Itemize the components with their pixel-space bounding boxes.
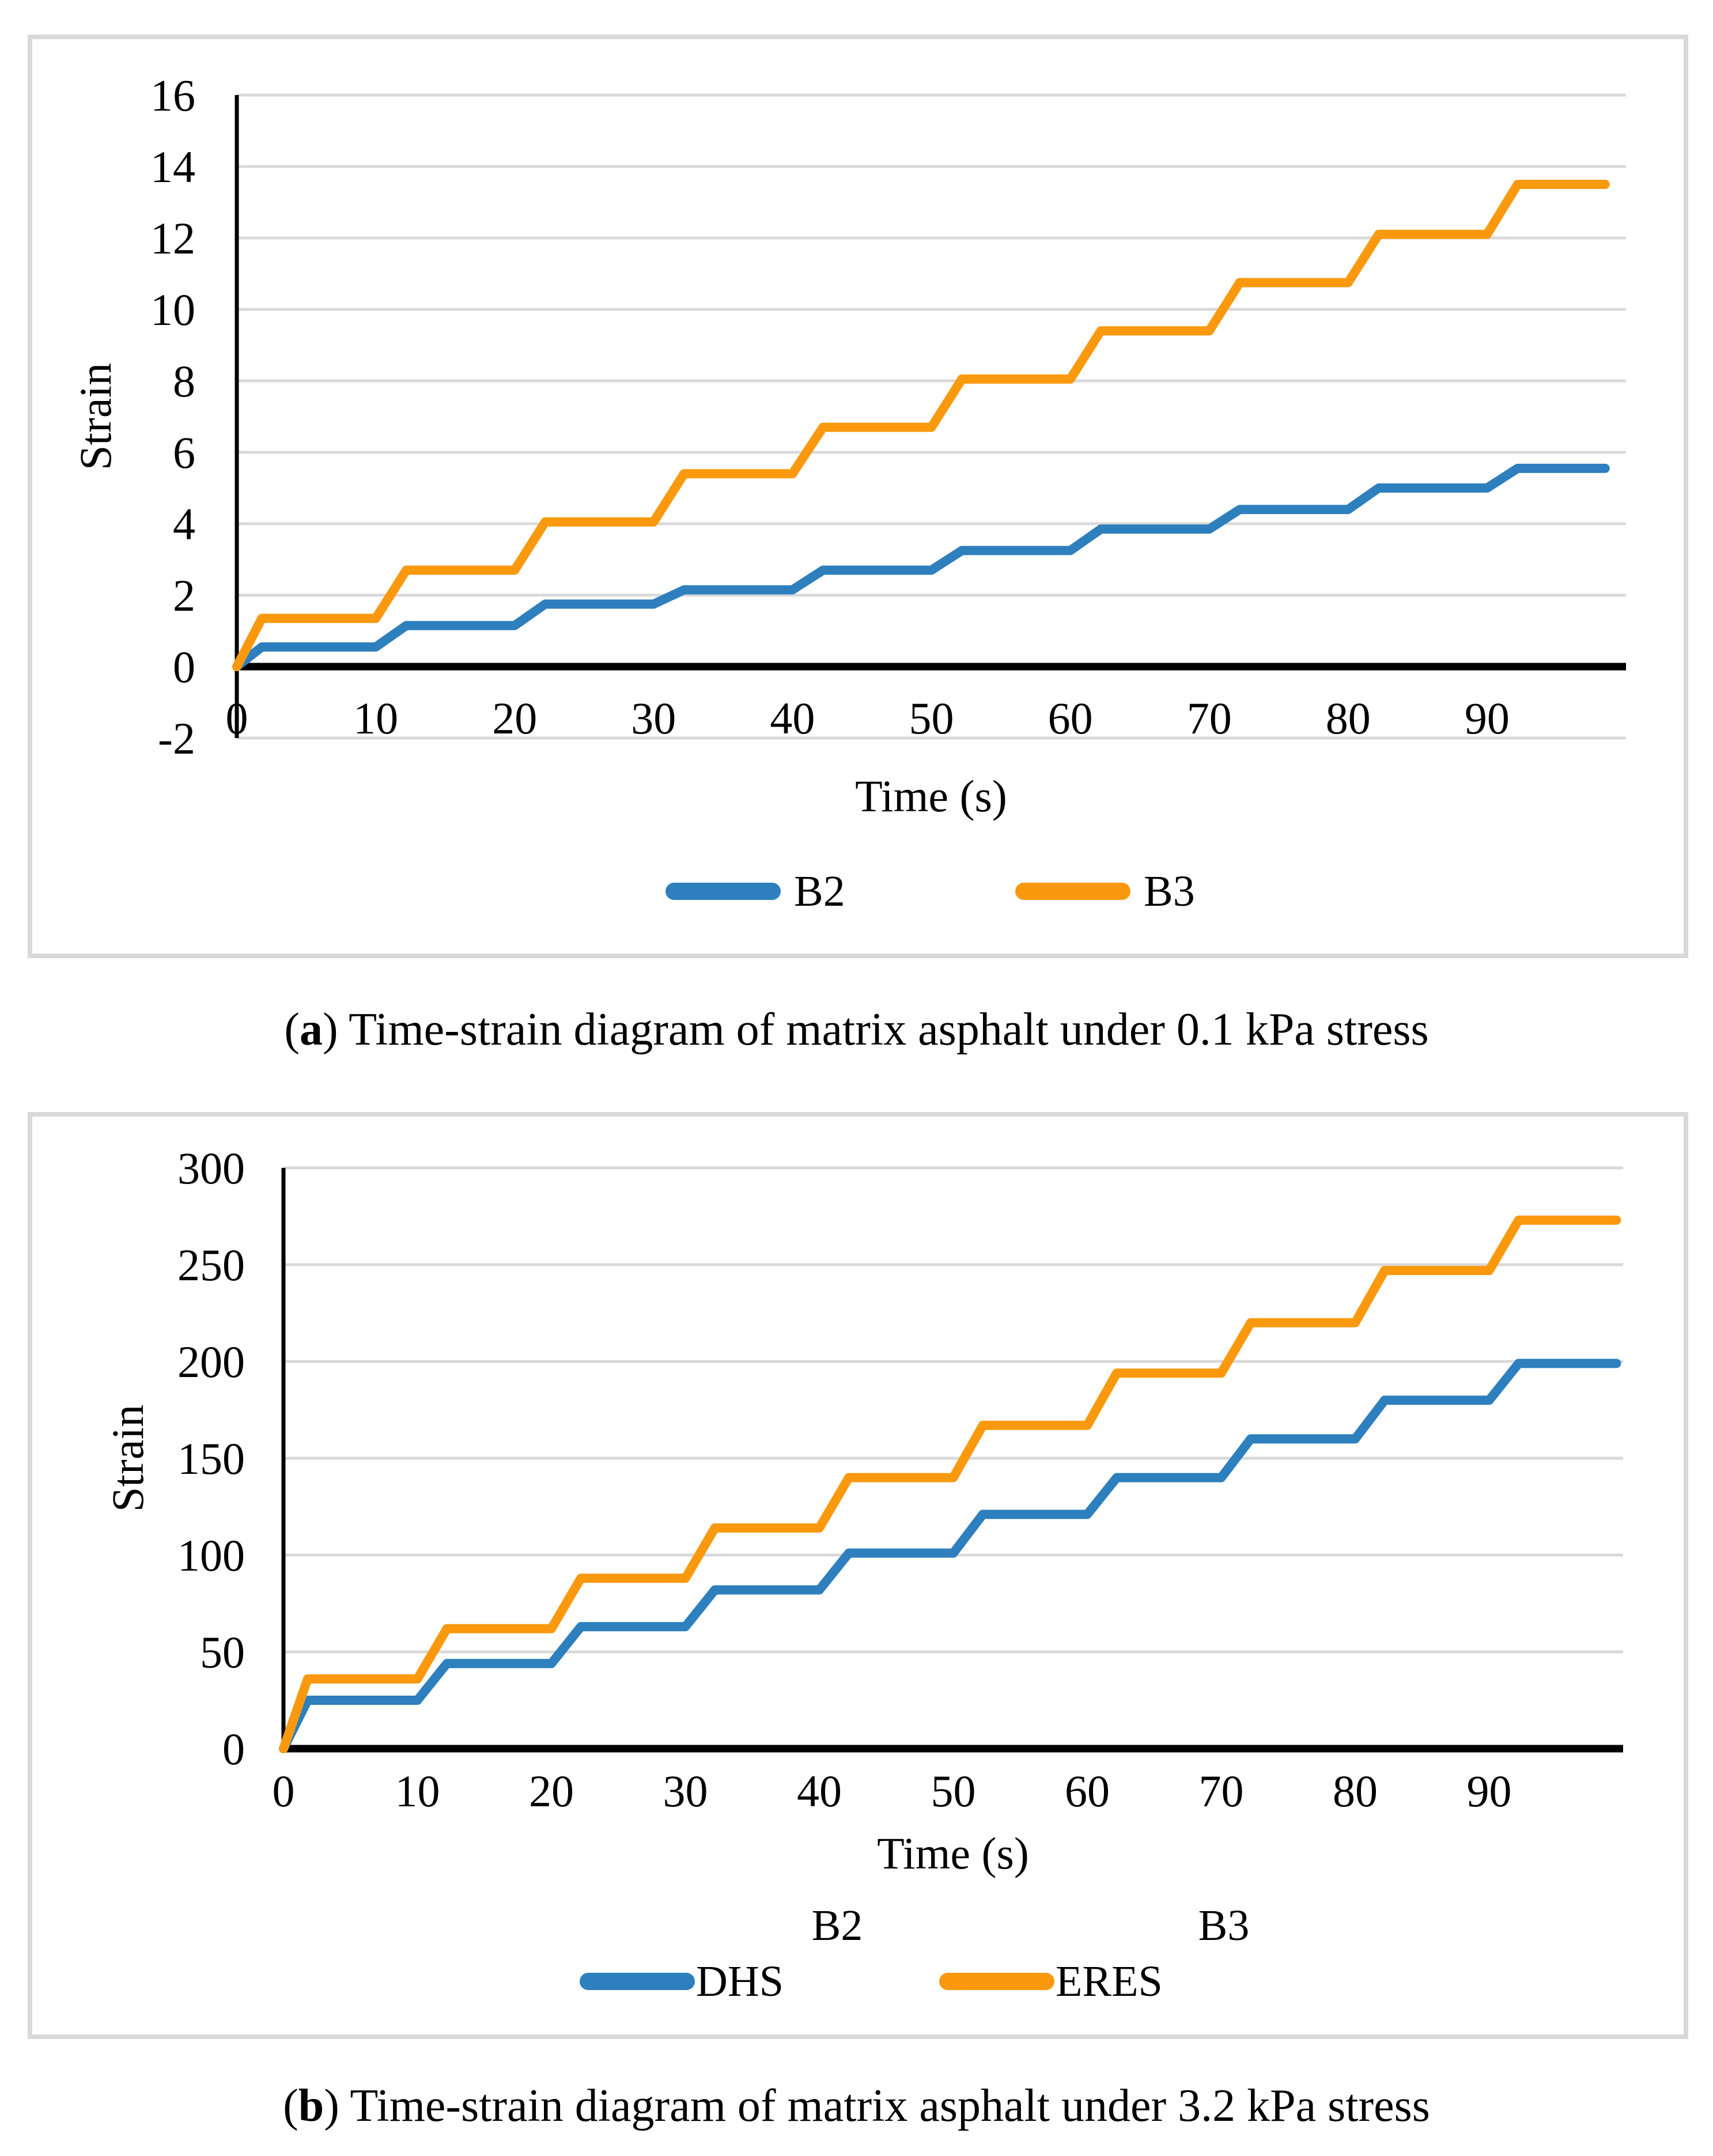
x-tick-label-30: 30 bbox=[663, 1766, 708, 1816]
legend-label-b2: B2 bbox=[794, 867, 845, 916]
y-tick-label-4: 4 bbox=[173, 499, 195, 549]
y-axis-title: Strain bbox=[70, 363, 120, 470]
x-tick-label-90: 90 bbox=[1465, 693, 1510, 743]
chart-panel-b: 0 50 100 150 200 250 300 0 10 20 30 40 50 60 70 80 90 Tim… bbox=[28, 1112, 1688, 2039]
legend-header-b2: B2 bbox=[812, 1901, 863, 1950]
x-tick-label-20: 20 bbox=[492, 693, 537, 743]
legend-label-eres: ERES bbox=[1056, 1957, 1163, 2006]
time-strain-chart-a: -2 0 2 4 6 8 10 12 14 16 0 10 20 30 40 50 60 70 80 90 Time (… bbox=[70, 70, 1626, 916]
x-tick-label-10: 10 bbox=[353, 693, 398, 743]
caption-b-letter: b bbox=[298, 2081, 324, 2131]
x-tick-label-50: 50 bbox=[931, 1766, 976, 1816]
caption-b: (b) Time-strain diagram of matrix asphal… bbox=[0, 2077, 1713, 2135]
y-tick-label-6: 6 bbox=[173, 428, 195, 478]
x-tick-label-90: 90 bbox=[1467, 1766, 1512, 1816]
legend-header-b3: B3 bbox=[1198, 1901, 1250, 1950]
x-tick-label-60: 60 bbox=[1048, 693, 1093, 743]
x-axis-title: Time (s) bbox=[855, 771, 1007, 821]
x-tick-label-0: 0 bbox=[273, 1766, 295, 1816]
y-tick-label-300: 300 bbox=[177, 1143, 245, 1193]
y-tick-label-100: 100 bbox=[177, 1530, 245, 1580]
y-tick-label-0: 0 bbox=[222, 1724, 245, 1774]
time-strain-chart-b: 0 50 100 150 200 250 300 0 10 20 30 40 50 60 70 80 90 Tim… bbox=[103, 1143, 1623, 2006]
y-tick-label-16: 16 bbox=[150, 70, 195, 120]
x-tick-label-60: 60 bbox=[1065, 1766, 1110, 1816]
y-axis-title: Strain bbox=[103, 1405, 153, 1512]
y-tick-label-250: 250 bbox=[177, 1240, 245, 1290]
y-tick-label-10: 10 bbox=[150, 285, 195, 335]
x-axis-title: Time (s) bbox=[877, 1828, 1029, 1878]
x-tick-label-80: 80 bbox=[1333, 1766, 1378, 1816]
caption-a-text: ) Time-strain diagram of matrix asphalt … bbox=[322, 1004, 1429, 1055]
y-tick-label-8: 8 bbox=[173, 356, 195, 406]
legend-label-b3: B3 bbox=[1144, 867, 1195, 916]
y-tick-label-200: 200 bbox=[177, 1337, 245, 1387]
x-tick-label-0: 0 bbox=[226, 693, 248, 743]
x-tick-label-40: 40 bbox=[770, 693, 815, 743]
caption-a: (a) Time-strain diagram of matrix asphal… bbox=[0, 1001, 1713, 1058]
series-b2-curve bbox=[232, 463, 1610, 671]
series-eres-curve bbox=[279, 1215, 1621, 1753]
x-tick-label-50: 50 bbox=[909, 693, 954, 743]
series-b3-curve bbox=[232, 180, 1610, 671]
caption-a-letter: a bbox=[299, 1004, 323, 1055]
x-tick-label-70: 70 bbox=[1187, 693, 1232, 743]
x-tick-label-10: 10 bbox=[395, 1766, 440, 1816]
caption-a-open-paren: ( bbox=[284, 1004, 300, 1055]
y-tick-label-150: 150 bbox=[177, 1433, 245, 1484]
chart-panel-a: -2 0 2 4 6 8 10 12 14 16 0 10 20 30 40 50 60 70 80 90 Time (… bbox=[28, 35, 1688, 958]
caption-b-text: ) Time-strain diagram of matrix asphalt … bbox=[324, 2081, 1430, 2131]
x-tick-label-80: 80 bbox=[1326, 693, 1371, 743]
y-tick-label-50: 50 bbox=[200, 1627, 245, 1677]
y-tick-label-12: 12 bbox=[150, 213, 195, 263]
series-dhs-curve bbox=[279, 1359, 1621, 1753]
x-tick-label-30: 30 bbox=[631, 693, 676, 743]
legend-label-dhs: DHS bbox=[696, 1957, 784, 2006]
y-tick-label--2: -2 bbox=[158, 713, 195, 763]
y-tick-label-0: 0 bbox=[173, 642, 195, 692]
x-tick-label-70: 70 bbox=[1199, 1766, 1244, 1816]
caption-b-open-paren: ( bbox=[283, 2081, 298, 2131]
y-tick-label-2: 2 bbox=[173, 570, 195, 621]
x-tick-label-20: 20 bbox=[529, 1766, 574, 1816]
x-tick-label-40: 40 bbox=[797, 1766, 842, 1816]
y-tick-label-14: 14 bbox=[150, 142, 195, 192]
